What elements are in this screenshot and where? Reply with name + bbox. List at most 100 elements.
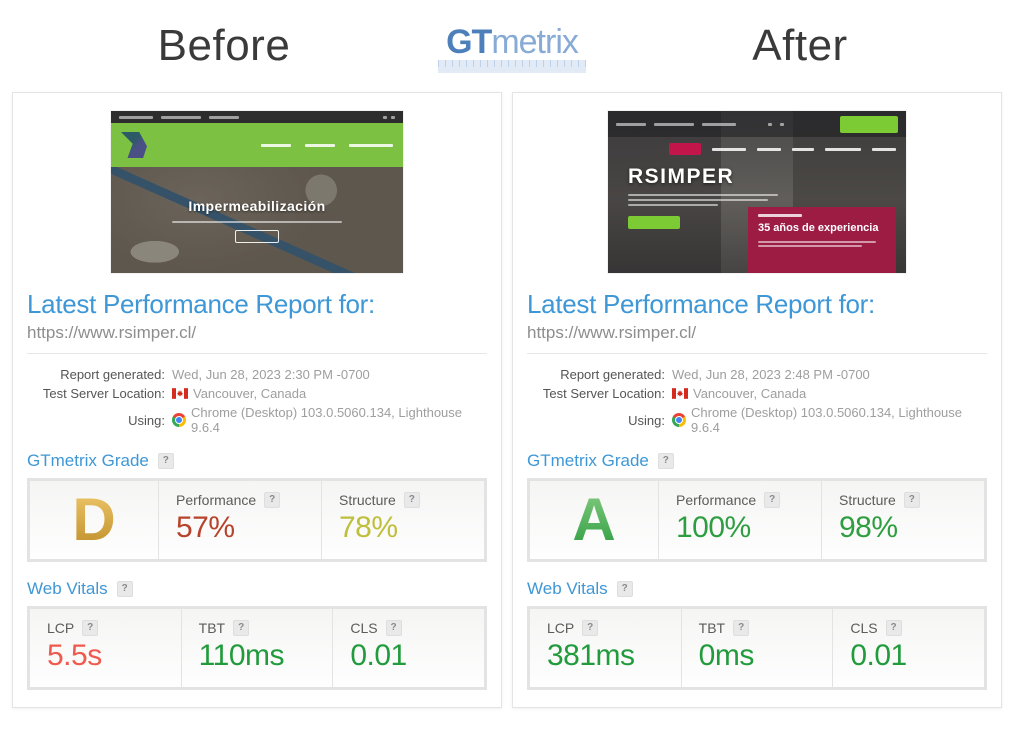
tbt-cell: TBT? 0ms <box>681 609 834 687</box>
lcp-label: LCP <box>547 620 575 636</box>
performance-value: 57% <box>176 511 235 544</box>
vitals-panel: LCP? 381ms TBT? 0ms CLS? 0.01 <box>527 606 987 690</box>
vitals-section-header: Web Vitals ? <box>527 579 987 599</box>
canada-flag-icon <box>172 388 188 399</box>
help-icon[interactable]: ? <box>657 453 674 469</box>
tbt-value: 110ms <box>198 639 285 672</box>
before-site-screenshot: Impermeabilización <box>111 111 403 273</box>
lcp-cell: LCP? 5.5s <box>30 609 182 687</box>
structure-label: Structure <box>839 492 896 508</box>
meta-label: Using: <box>128 412 165 428</box>
preview-hero: Impermeabilización <box>111 167 403 273</box>
report-meta: Report generated: Wed, Jun 28, 2023 2:48… <box>527 367 987 435</box>
structure-cell: Structure? 78% <box>322 481 484 559</box>
grade-panel: D Performance? 57% Structure? 78% <box>27 478 487 562</box>
hero-text-lines <box>628 194 906 206</box>
grade-section-header: GTmetrix Grade ? <box>527 451 987 471</box>
meta-label: Test Server Location: <box>42 386 165 401</box>
grade-letter-cell: A <box>530 481 659 559</box>
meta-label: Report generated: <box>560 367 665 382</box>
performance-label: Performance <box>176 492 257 508</box>
divider <box>27 353 487 354</box>
hero-title: Impermeabilización <box>188 197 326 214</box>
grade-letter-cell: D <box>30 481 159 559</box>
report-title: Latest Performance Report for: <box>27 289 375 319</box>
meta-value: Vancouver, Canada <box>172 386 487 401</box>
performance-label: Performance <box>676 492 757 508</box>
help-icon[interactable]: ? <box>733 620 750 636</box>
lcp-cell: LCP? 381ms <box>530 609 682 687</box>
lcp-value: 381ms <box>547 639 635 672</box>
cls-label: CLS <box>350 620 378 636</box>
grade-letter: A <box>572 486 616 553</box>
help-icon[interactable]: ? <box>82 620 99 636</box>
vitals-section-title: Web Vitals <box>27 579 108 598</box>
cls-cell: CLS? 0.01 <box>333 609 485 687</box>
help-icon[interactable]: ? <box>157 453 174 469</box>
tbt-label: TBT <box>698 620 726 636</box>
meta-row-generated: Report generated: Wed, Jun 28, 2023 2:48… <box>527 367 987 382</box>
meta-row-using: Using: Chrome (Desktop) 103.0.5060.134, … <box>27 405 487 435</box>
vitals-section-title: Web Vitals <box>527 579 608 598</box>
gtmetrix-logo: GTmetrix <box>438 19 586 73</box>
lcp-value: 5.5s <box>47 639 102 672</box>
chrome-icon <box>172 413 186 427</box>
help-icon[interactable]: ? <box>116 581 133 597</box>
structure-value: 78% <box>339 511 398 544</box>
meta-value: Wed, Jun 28, 2023 2:30 PM -0700 <box>172 367 370 382</box>
preview-topbar <box>608 111 906 137</box>
tbt-value: 0ms <box>698 639 755 672</box>
cls-value: 0.01 <box>850 639 907 672</box>
cls-value: 0.01 <box>350 639 407 672</box>
grade-section-header: GTmetrix Grade ? <box>27 451 487 471</box>
meta-label: Using: <box>628 412 665 428</box>
help-icon[interactable]: ? <box>264 492 281 508</box>
grade-panel: A Performance? 100% Structure? 98% <box>527 478 987 562</box>
hero-button <box>628 216 680 229</box>
panel-title: 35 años de experiencia <box>758 222 879 234</box>
experience-panel: 35 años de experiencia <box>748 207 896 273</box>
meta-location-text: Vancouver, Canada <box>193 386 307 401</box>
help-icon[interactable]: ? <box>582 620 599 636</box>
grade-section-title: GTmetrix Grade <box>527 451 649 470</box>
meta-row-using: Using: Chrome (Desktop) 103.0.5060.134, … <box>527 405 987 435</box>
help-icon[interactable]: ? <box>233 620 250 636</box>
after-site-screenshot: RSIMPER 35 años de experiencia <box>608 111 906 273</box>
lcp-label: LCP <box>47 620 75 636</box>
cls-label: CLS <box>850 620 878 636</box>
help-icon[interactable]: ? <box>403 492 420 508</box>
meta-row-location: Test Server Location: Vancouver, Canada <box>27 386 487 401</box>
report-meta: Report generated: Wed, Jun 28, 2023 2:30… <box>27 367 487 435</box>
meta-browser-text: Chrome (Desktop) 103.0.5060.134, Lightho… <box>691 405 963 435</box>
grade-letter: D <box>72 486 116 553</box>
structure-value: 98% <box>839 511 898 544</box>
gtmetrix-logo-text: GTmetrix <box>438 25 586 59</box>
help-icon[interactable]: ? <box>903 492 920 508</box>
panel-tag <box>758 214 802 217</box>
meta-label: Report generated: <box>60 367 165 382</box>
meta-value: Wed, Jun 28, 2023 2:48 PM -0700 <box>672 367 870 382</box>
site-brand: RSIMPER <box>628 165 735 188</box>
chrome-icon <box>672 413 686 427</box>
meta-value: Chrome (Desktop) 103.0.5060.134, Lightho… <box>672 405 987 435</box>
canada-flag-icon <box>672 388 688 399</box>
performance-value: 100% <box>676 511 751 544</box>
before-heading: Before <box>157 21 291 70</box>
help-icon[interactable]: ? <box>385 620 402 636</box>
preview-navbar <box>111 123 403 167</box>
performance-cell: Performance? 57% <box>159 481 322 559</box>
before-report-card: Impermeabilización Latest Performance Re… <box>12 92 502 708</box>
meta-row-generated: Report generated: Wed, Jun 28, 2023 2:30… <box>27 367 487 382</box>
help-icon[interactable]: ? <box>885 620 902 636</box>
vitals-section-header: Web Vitals ? <box>27 579 487 599</box>
meta-row-location: Test Server Location: Vancouver, Canada <box>527 386 987 401</box>
meta-value: Chrome (Desktop) 103.0.5060.134, Lightho… <box>172 405 487 435</box>
hero-button <box>235 229 279 243</box>
help-icon[interactable]: ? <box>764 492 781 508</box>
comparison-header: Before GTmetrix After <box>0 0 1024 92</box>
structure-cell: Structure? 98% <box>822 481 984 559</box>
help-icon[interactable]: ? <box>616 581 633 597</box>
preview-topbar <box>111 111 403 123</box>
cls-cell: CLS? 0.01 <box>833 609 985 687</box>
structure-label: Structure <box>339 492 396 508</box>
